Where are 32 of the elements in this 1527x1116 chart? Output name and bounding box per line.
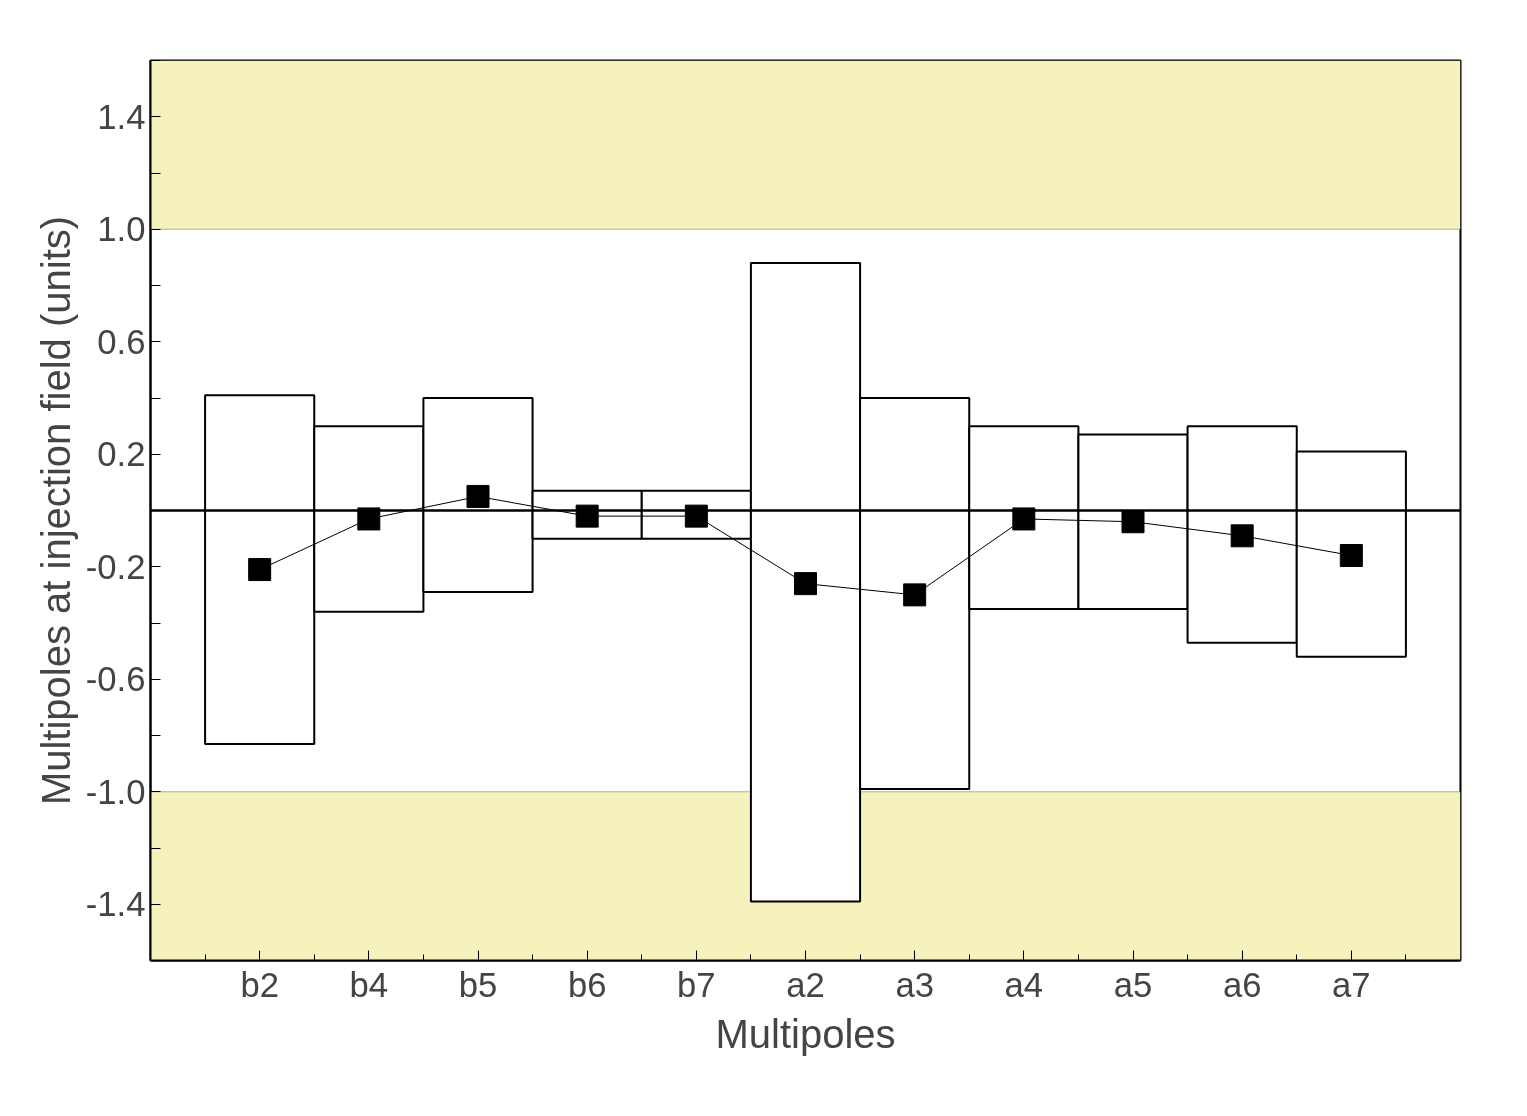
y-tick-label: -1.0 [85,772,146,811]
point [1012,507,1036,531]
y-tick-label: 1.4 [97,97,146,136]
x-tick-label: a5 [1113,965,1153,1004]
x-tick-label: b7 [677,965,716,1004]
x-tick-label: a7 [1332,965,1371,1004]
y-tick-label: -0.6 [85,660,146,699]
x-tick-label: a3 [895,965,934,1004]
x-tick-label: b4 [349,965,389,1004]
x-tick-label: b6 [567,965,607,1004]
x-tick-label: b2 [240,965,279,1004]
y-tick-label: -0.2 [85,547,146,586]
x-tick-label: a2 [786,965,825,1004]
y-tick-label: 0.2 [97,435,146,474]
point [357,507,381,531]
point [1121,510,1145,534]
y-tick-label: -1.4 [85,885,146,924]
x-tick-label: a4 [1004,965,1044,1004]
point [684,504,708,528]
point [248,558,272,582]
y-axis-title: Multipoles at injection field (units) [33,215,78,806]
x-axis-title: Multipoles [715,1011,896,1056]
y-tick-label: 1.0 [97,210,146,249]
point [575,504,599,528]
x-tick-label: b5 [458,965,498,1004]
x-tick-label: a6 [1222,965,1262,1004]
point [466,484,490,508]
point [1230,524,1254,548]
point [903,583,927,607]
point [1339,544,1363,567]
y-tick-label: 0.6 [97,322,146,361]
point [794,572,817,596]
